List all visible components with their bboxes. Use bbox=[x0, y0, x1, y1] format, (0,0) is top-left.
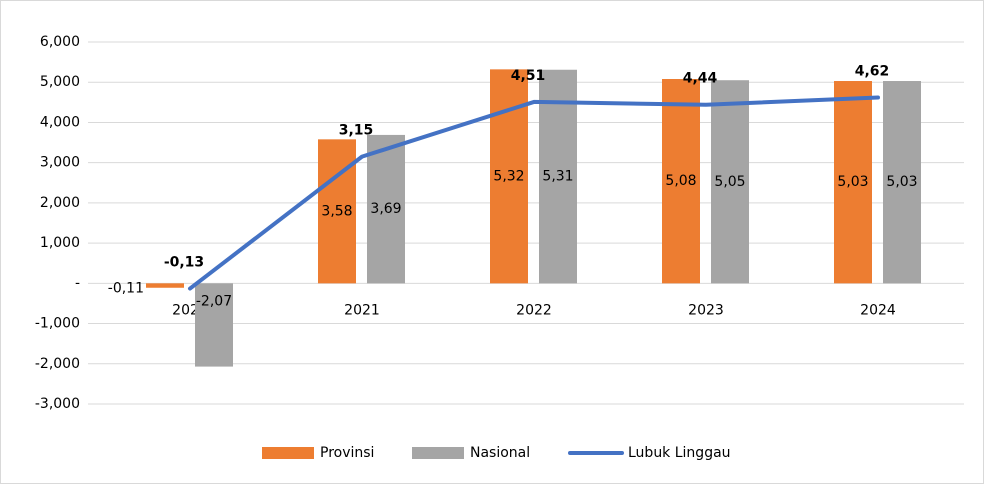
line-data-label: 4,44 bbox=[683, 71, 718, 87]
y-tick-label: 6,000 bbox=[40, 34, 80, 50]
legend-label: Provinsi bbox=[320, 445, 374, 461]
line-data-label: 4,62 bbox=[855, 64, 890, 80]
y-tick-label: 5,000 bbox=[40, 74, 80, 90]
legend-label: Nasional bbox=[470, 445, 530, 461]
data-label: 3,58 bbox=[321, 203, 352, 219]
data-label: 5,03 bbox=[886, 174, 917, 190]
line-data-label: 3,15 bbox=[339, 123, 374, 139]
y-tick-label: -3,000 bbox=[35, 396, 80, 412]
y-tick-label: 4,000 bbox=[40, 114, 80, 130]
data-label: -0,11 bbox=[108, 280, 144, 296]
legend-swatch bbox=[412, 447, 464, 459]
x-tick-label: 2022 bbox=[516, 302, 552, 318]
data-label: 5,32 bbox=[493, 168, 524, 184]
x-tick-label: 2023 bbox=[688, 302, 724, 318]
data-label: 5,03 bbox=[837, 174, 868, 190]
y-tick-label: -2,000 bbox=[35, 356, 80, 372]
y-tick-label: 1,000 bbox=[40, 235, 80, 251]
bar bbox=[146, 283, 184, 288]
bar bbox=[195, 283, 233, 367]
line-data-label: -0,13 bbox=[164, 255, 204, 271]
bar bbox=[367, 134, 405, 284]
x-tick-label: 2024 bbox=[860, 302, 896, 318]
y-tick-label: - bbox=[75, 275, 80, 291]
bar bbox=[711, 80, 749, 284]
data-label: 3,69 bbox=[370, 201, 401, 217]
y-tick-label: 2,000 bbox=[40, 195, 80, 211]
line bbox=[188, 95, 880, 291]
bar bbox=[539, 69, 577, 284]
data-label: 5,08 bbox=[665, 173, 696, 189]
bar bbox=[834, 81, 872, 284]
bar bbox=[883, 81, 921, 284]
bar bbox=[318, 139, 356, 284]
legend-swatch bbox=[262, 447, 314, 459]
bar bbox=[662, 79, 700, 284]
line-data-label: 4,51 bbox=[511, 68, 546, 84]
y-tick-label: -1,000 bbox=[35, 316, 80, 332]
data-label: 5,31 bbox=[542, 169, 573, 185]
y-tick-label: 3,000 bbox=[40, 155, 80, 171]
x-tick-label: 2021 bbox=[344, 302, 380, 318]
data-label: -2,07 bbox=[196, 293, 232, 309]
data-label: 5,05 bbox=[714, 174, 745, 190]
legend-label: Lubuk Linggau bbox=[628, 445, 731, 461]
